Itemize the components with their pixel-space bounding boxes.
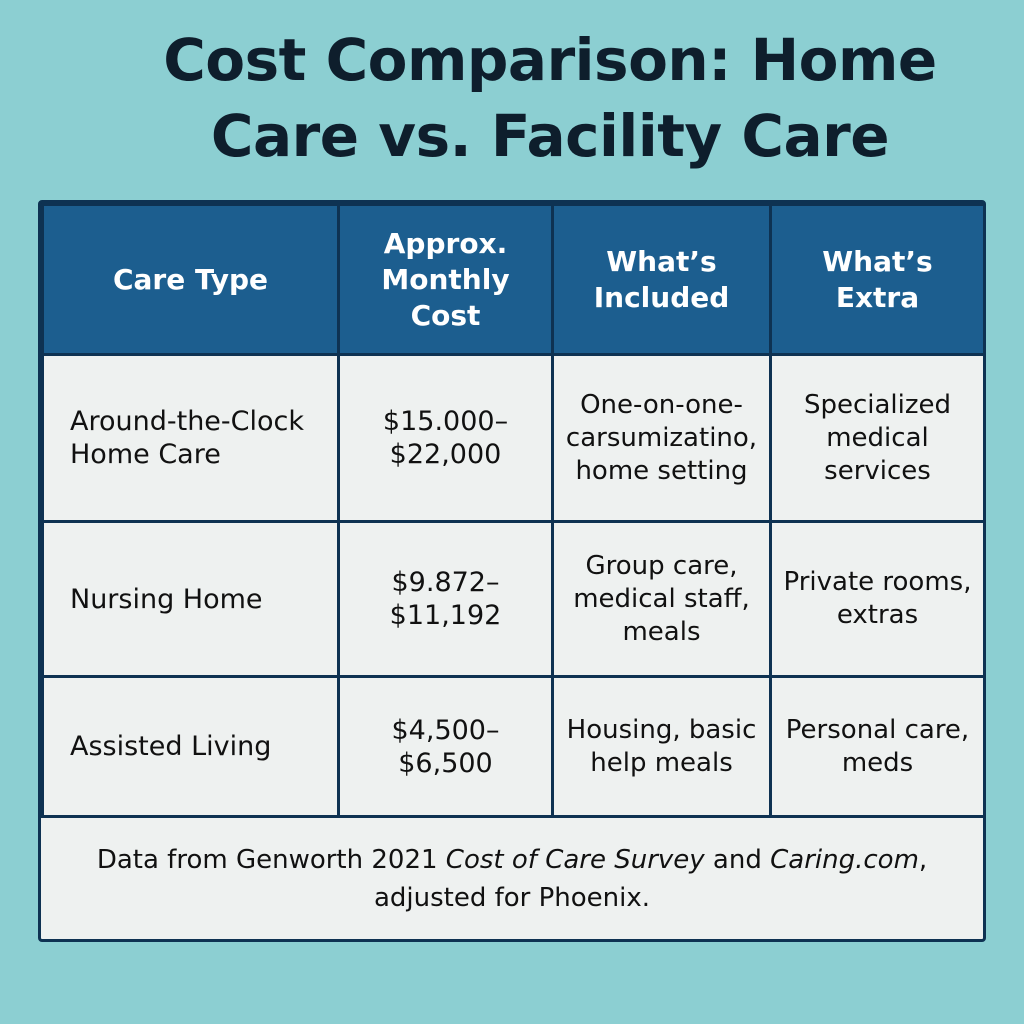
table-header-row: Care Type Approx. Monthly Cost What’s In… <box>41 203 983 356</box>
cell-included: Group care, medical staff, meals <box>551 520 772 678</box>
cell-monthly-cost: $9.872–$11,192 <box>337 520 554 678</box>
cell-included: One-on-one-carsumizatino, home setting <box>551 353 772 523</box>
cell-extra: Private rooms, extras <box>769 520 983 678</box>
cell-extra: Specialized medical services <box>769 353 983 523</box>
cell-monthly-cost: $4,500–$6,500 <box>337 675 554 818</box>
source-survey-title: Cost of Care Survey <box>445 844 705 875</box>
source-site-name: Caring.com <box>770 844 919 875</box>
cell-monthly-cost: $15.000–$22,000 <box>337 353 554 523</box>
table-row: Assisted Living $4,500–$6,500 Housing, b… <box>41 675 983 818</box>
cost-comparison-table: Care Type Approx. Monthly Cost What’s In… <box>38 200 986 942</box>
page-title: Cost Comparison: Home Care vs. Facility … <box>163 26 937 170</box>
column-header-care-type: Care Type <box>41 203 340 356</box>
table-grid: Care Type Approx. Monthly Cost What’s In… <box>41 203 983 818</box>
source-suffix: , adjusted for Phoenix. <box>373 844 928 913</box>
cell-care-type: Assisted Living <box>41 675 340 818</box>
cell-care-type: Around-the-Clock Home Care <box>41 353 340 523</box>
source-note: Data from Genworth 2021 Cost of Care Sur… <box>41 815 983 939</box>
cell-extra: Personal care, meds <box>769 675 983 818</box>
source-prefix: Data from Genworth 2021 <box>96 844 446 875</box>
cell-care-type: Nursing Home <box>41 520 340 678</box>
table-row: Around-the-Clock Home Care $15.000–$22,0… <box>41 353 983 523</box>
column-header-extra: What’s Extra <box>769 203 983 356</box>
table-row: Nursing Home $9.872–$11,192 Group care, … <box>41 520 983 678</box>
cell-included: Housing, basic help meals <box>551 675 772 818</box>
source-middle: and <box>704 844 771 875</box>
source-note-text: Data from Genworth 2021 Cost of Care Sur… <box>41 841 983 917</box>
column-header-monthly-cost: Approx. Monthly Cost <box>337 203 554 356</box>
column-header-included: What’s Included <box>551 203 772 356</box>
